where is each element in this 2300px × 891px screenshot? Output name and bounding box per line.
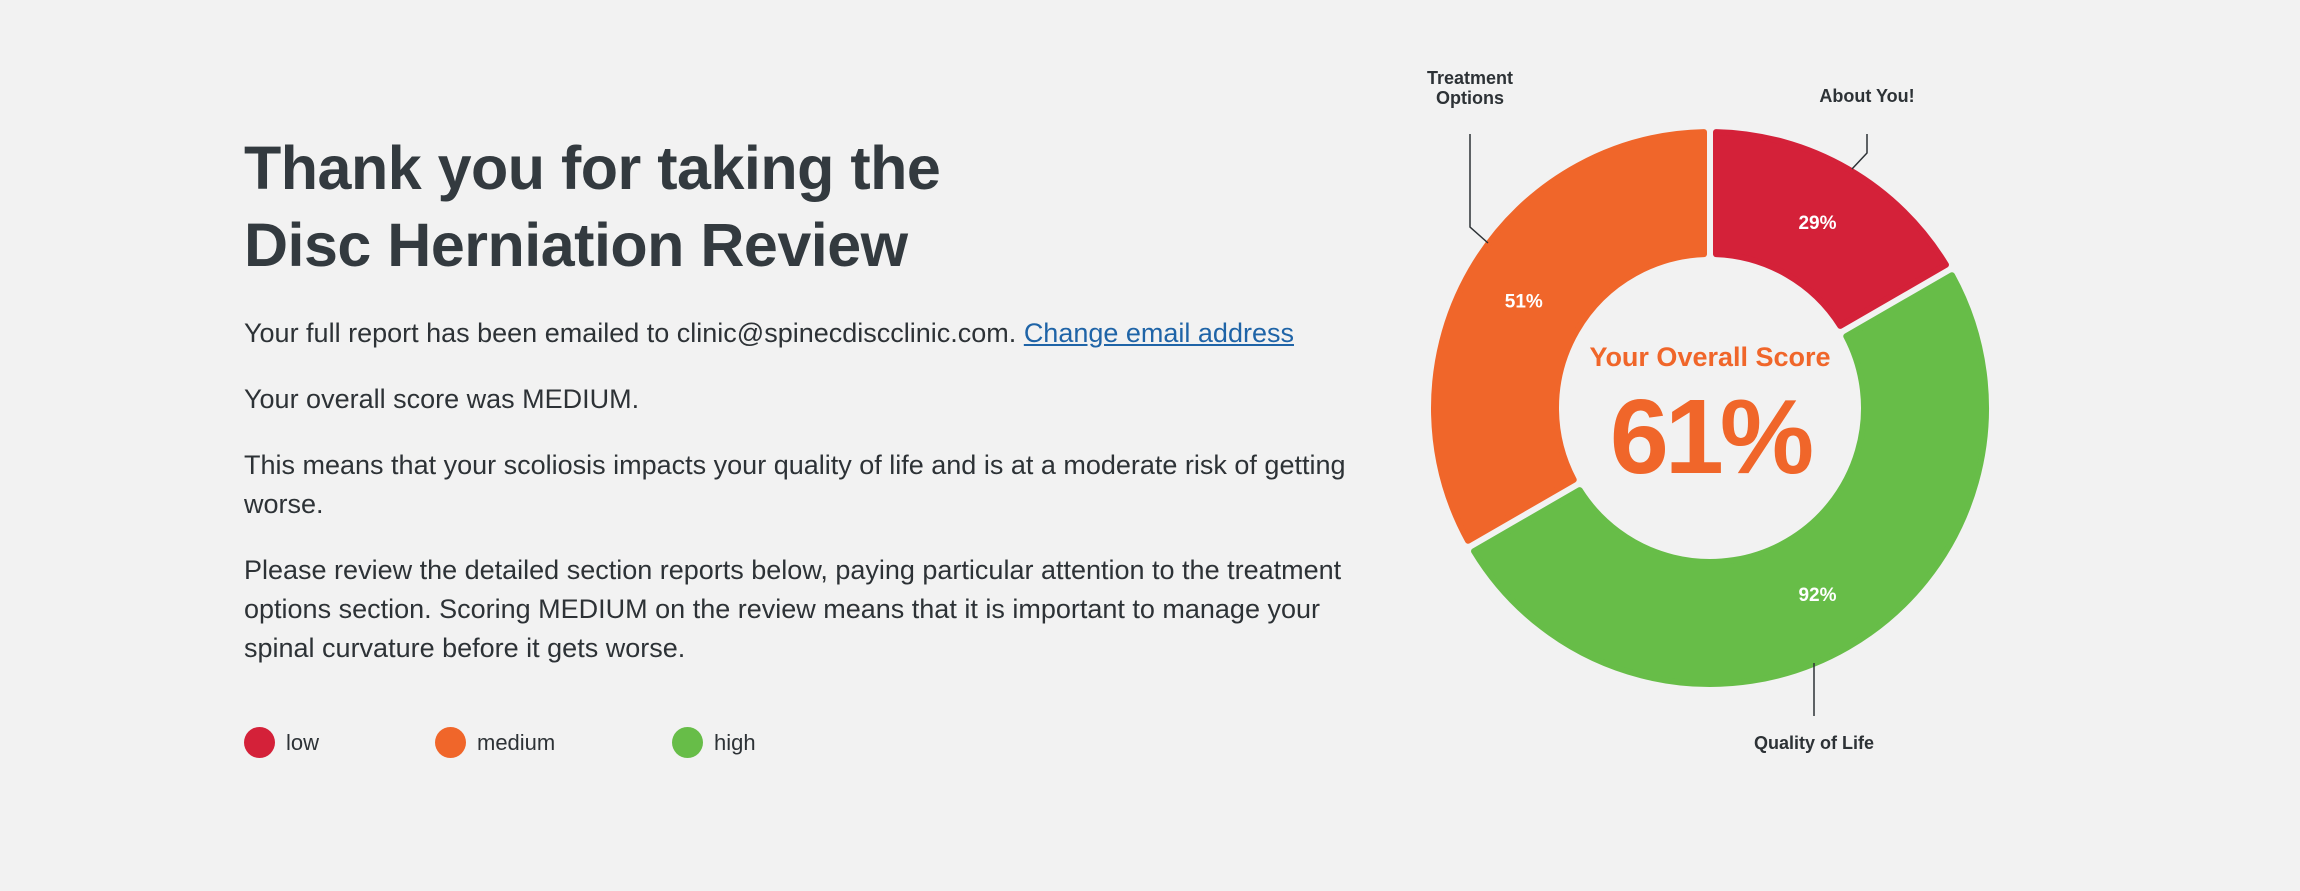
callout-leaders [1469, 134, 1868, 716]
change-email-link[interactable]: Change email address [1023, 318, 1294, 348]
callout-about-you: About You! [1819, 86, 1915, 106]
leader-about-you [1851, 134, 1868, 170]
legend-label-high: high [714, 729, 756, 755]
overall-score-text: Your overall score was MEDIUM. [244, 384, 640, 414]
legend-label-medium: medium [477, 729, 556, 755]
legend-item-low: low [244, 727, 435, 758]
segment-quality-of-life [1471, 272, 1989, 687]
segment-label-treatment-options: 51% [1505, 292, 1543, 313]
legend-dot-high [672, 727, 703, 758]
page-title-line-1: Thank you for taking the [244, 134, 941, 202]
legend-item-high: high [672, 727, 756, 758]
segment-treatment-options [1431, 129, 1708, 544]
legend-label-low: low [286, 729, 320, 755]
meaning-text: This means that your scoliosis impacts y… [244, 450, 1346, 519]
score-legend: low medium high [244, 727, 756, 758]
legend-dot-medium [435, 727, 466, 758]
center-score-label: Your Overall Score [1589, 342, 1830, 372]
page-title-line-2: Disc Herniation Review [244, 211, 908, 279]
donut-segments: 29% 92% 51% [1431, 129, 1989, 687]
intro-section: Thank you for taking the Disc Herniation… [244, 130, 1364, 695]
center-score-value: 61% [1610, 378, 1812, 496]
leader-treatment-options [1469, 134, 1489, 244]
page-title: Thank you for taking the Disc Herniation… [244, 130, 1364, 284]
donut-svg: 29% 92% 51% Your Overall Score 61% [1431, 129, 1989, 716]
callout-quality-of-life: Quality of Life [1753, 733, 1874, 753]
score-donut-chart: 29% 92% 51% Your Overall Score 61% Treatme… [1380, 0, 2080, 800]
legend-item-medium: medium [435, 727, 672, 758]
segment-label-quality-of-life: 92% [1798, 585, 1836, 606]
callout-treatment-line-1: Treatment [1426, 68, 1514, 88]
segment-label-about-you: 29% [1798, 213, 1836, 234]
review-text: Please review the detailed section repor… [244, 555, 1342, 663]
email-notice: Your full report has been emailed to cli… [244, 314, 1364, 353]
email-notice-text: Your full report has been emailed to cli… [244, 318, 1017, 348]
callout-treatment-line-2: Options [1436, 88, 1504, 108]
segment-about-you [1712, 129, 1949, 329]
callout-treatment-options: Treatment Options [1410, 68, 1530, 108]
legend-dot-low [244, 727, 275, 758]
